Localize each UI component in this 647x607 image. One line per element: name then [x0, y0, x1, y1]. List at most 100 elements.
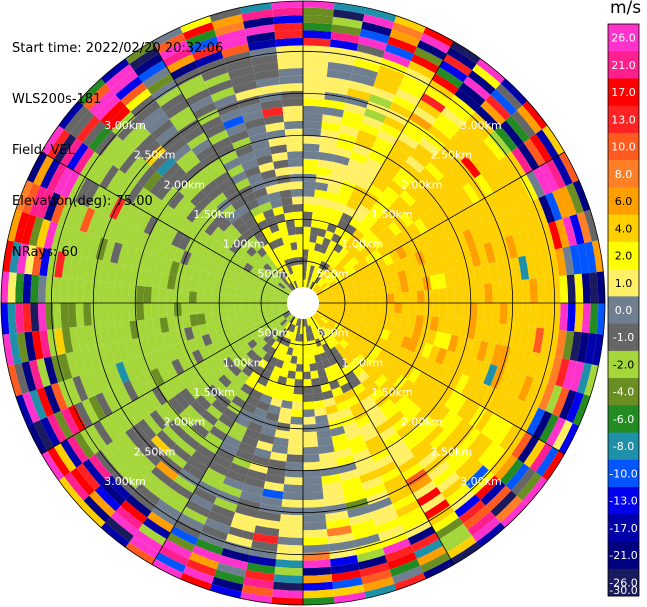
velocity-cell	[476, 244, 489, 266]
velocity-cell	[236, 222, 250, 236]
velocity-cell	[7, 272, 17, 303]
velocity-cell	[462, 356, 477, 378]
velocity-cell	[307, 249, 315, 258]
velocity-cell	[189, 314, 199, 327]
velocity-cell	[303, 596, 335, 605]
velocity-cell	[256, 247, 267, 258]
velocity-cell	[247, 339, 258, 350]
velocity-cell	[555, 358, 570, 388]
colorbar-segment	[608, 24, 639, 52]
velocity-cell	[348, 217, 362, 229]
velocity-cell	[356, 303, 365, 310]
velocity-cell	[419, 419, 439, 439]
velocity-cell	[346, 395, 361, 408]
velocity-cell	[348, 80, 374, 94]
velocity-cell	[160, 493, 186, 514]
velocity-cell	[555, 218, 570, 248]
velocity-cell	[365, 271, 376, 282]
velocity-cell	[276, 544, 303, 554]
velocity-cell	[518, 325, 530, 351]
velocity-cell	[210, 503, 236, 520]
velocity-cell	[106, 441, 129, 466]
velocity-cell	[581, 303, 591, 334]
velocity-cell	[351, 65, 378, 80]
velocity-cell	[249, 461, 269, 474]
velocity-cell	[476, 522, 506, 548]
velocity-cell	[90, 280, 100, 303]
velocity-cell	[351, 526, 378, 541]
velocity-cell	[174, 196, 191, 214]
velocity-cell	[460, 208, 477, 229]
velocity-cell	[443, 171, 463, 192]
velocity-cell	[73, 350, 87, 376]
velocity-cells	[1, 1, 605, 605]
velocity-cell	[377, 460, 398, 477]
velocity-cell	[204, 467, 226, 484]
velocity-cell	[524, 377, 541, 405]
velocity-cell	[290, 416, 303, 425]
velocity-cell	[236, 370, 250, 384]
velocity-cell	[213, 93, 238, 110]
velocity-cell	[333, 440, 350, 452]
velocity-cell	[532, 327, 545, 354]
velocity-cell	[155, 33, 186, 54]
velocity-cell	[503, 324, 515, 348]
velocity-cell	[412, 106, 437, 126]
velocity-cell	[447, 215, 463, 236]
velocity-cell	[279, 75, 303, 85]
velocity-cell	[249, 370, 262, 383]
velocity-cell	[14, 211, 30, 244]
velocity-cell	[309, 265, 315, 274]
velocity-cell	[303, 506, 326, 516]
velocity-cell	[272, 390, 284, 400]
velocity-cell	[456, 187, 474, 209]
velocity-cell	[315, 361, 325, 371]
velocity-cell	[257, 288, 267, 295]
velocity-cell	[105, 282, 115, 303]
velocity-cell	[191, 349, 205, 364]
velocity-cell	[190, 399, 207, 416]
velocity-cell	[461, 337, 474, 357]
velocity-cell	[287, 151, 303, 160]
velocity-cell	[584, 241, 597, 273]
velocity-cell	[83, 83, 111, 111]
velocity-cell	[394, 572, 426, 591]
velocity-cell	[436, 272, 447, 289]
velocity-cell	[251, 241, 263, 252]
velocity-cell	[551, 303, 561, 330]
azimuth-spokes	[1, 1, 605, 605]
velocity-cell	[500, 120, 524, 148]
velocity-cell	[431, 303, 440, 318]
velocity-cell	[589, 272, 599, 303]
velocity-cell	[46, 413, 67, 444]
velocity-cell	[455, 232, 470, 252]
velocity-cell	[358, 36, 388, 51]
velocity-cell	[314, 354, 322, 363]
velocity-cell	[336, 318, 346, 327]
velocity-cell	[293, 272, 299, 281]
velocity-cell	[272, 296, 280, 301]
velocity-cell	[424, 289, 433, 303]
velocity-cell	[120, 303, 130, 323]
velocity-cell	[290, 242, 298, 251]
velocity-cell	[303, 446, 319, 455]
velocity-cell	[401, 513, 429, 532]
velocity-cell	[336, 279, 346, 288]
velocity-cell	[409, 178, 428, 197]
velocity-cell	[444, 390, 461, 411]
colorbar-border	[607, 23, 640, 597]
velocity-cell	[262, 322, 272, 331]
velocity-cell	[180, 201, 196, 219]
colorbar-tick-label: -8.0	[613, 440, 634, 453]
velocity-cell	[242, 483, 264, 496]
velocity-cell	[138, 60, 167, 83]
velocity-cell	[252, 532, 279, 545]
velocity-cell	[106, 322, 118, 345]
velocity-cell	[312, 266, 319, 275]
velocity-cell	[125, 401, 144, 424]
velocity-cell	[325, 265, 334, 275]
velocity-cell	[240, 210, 254, 223]
velocity-cell	[298, 341, 303, 350]
velocity-cell	[346, 198, 361, 211]
velocity-cell	[204, 221, 219, 236]
